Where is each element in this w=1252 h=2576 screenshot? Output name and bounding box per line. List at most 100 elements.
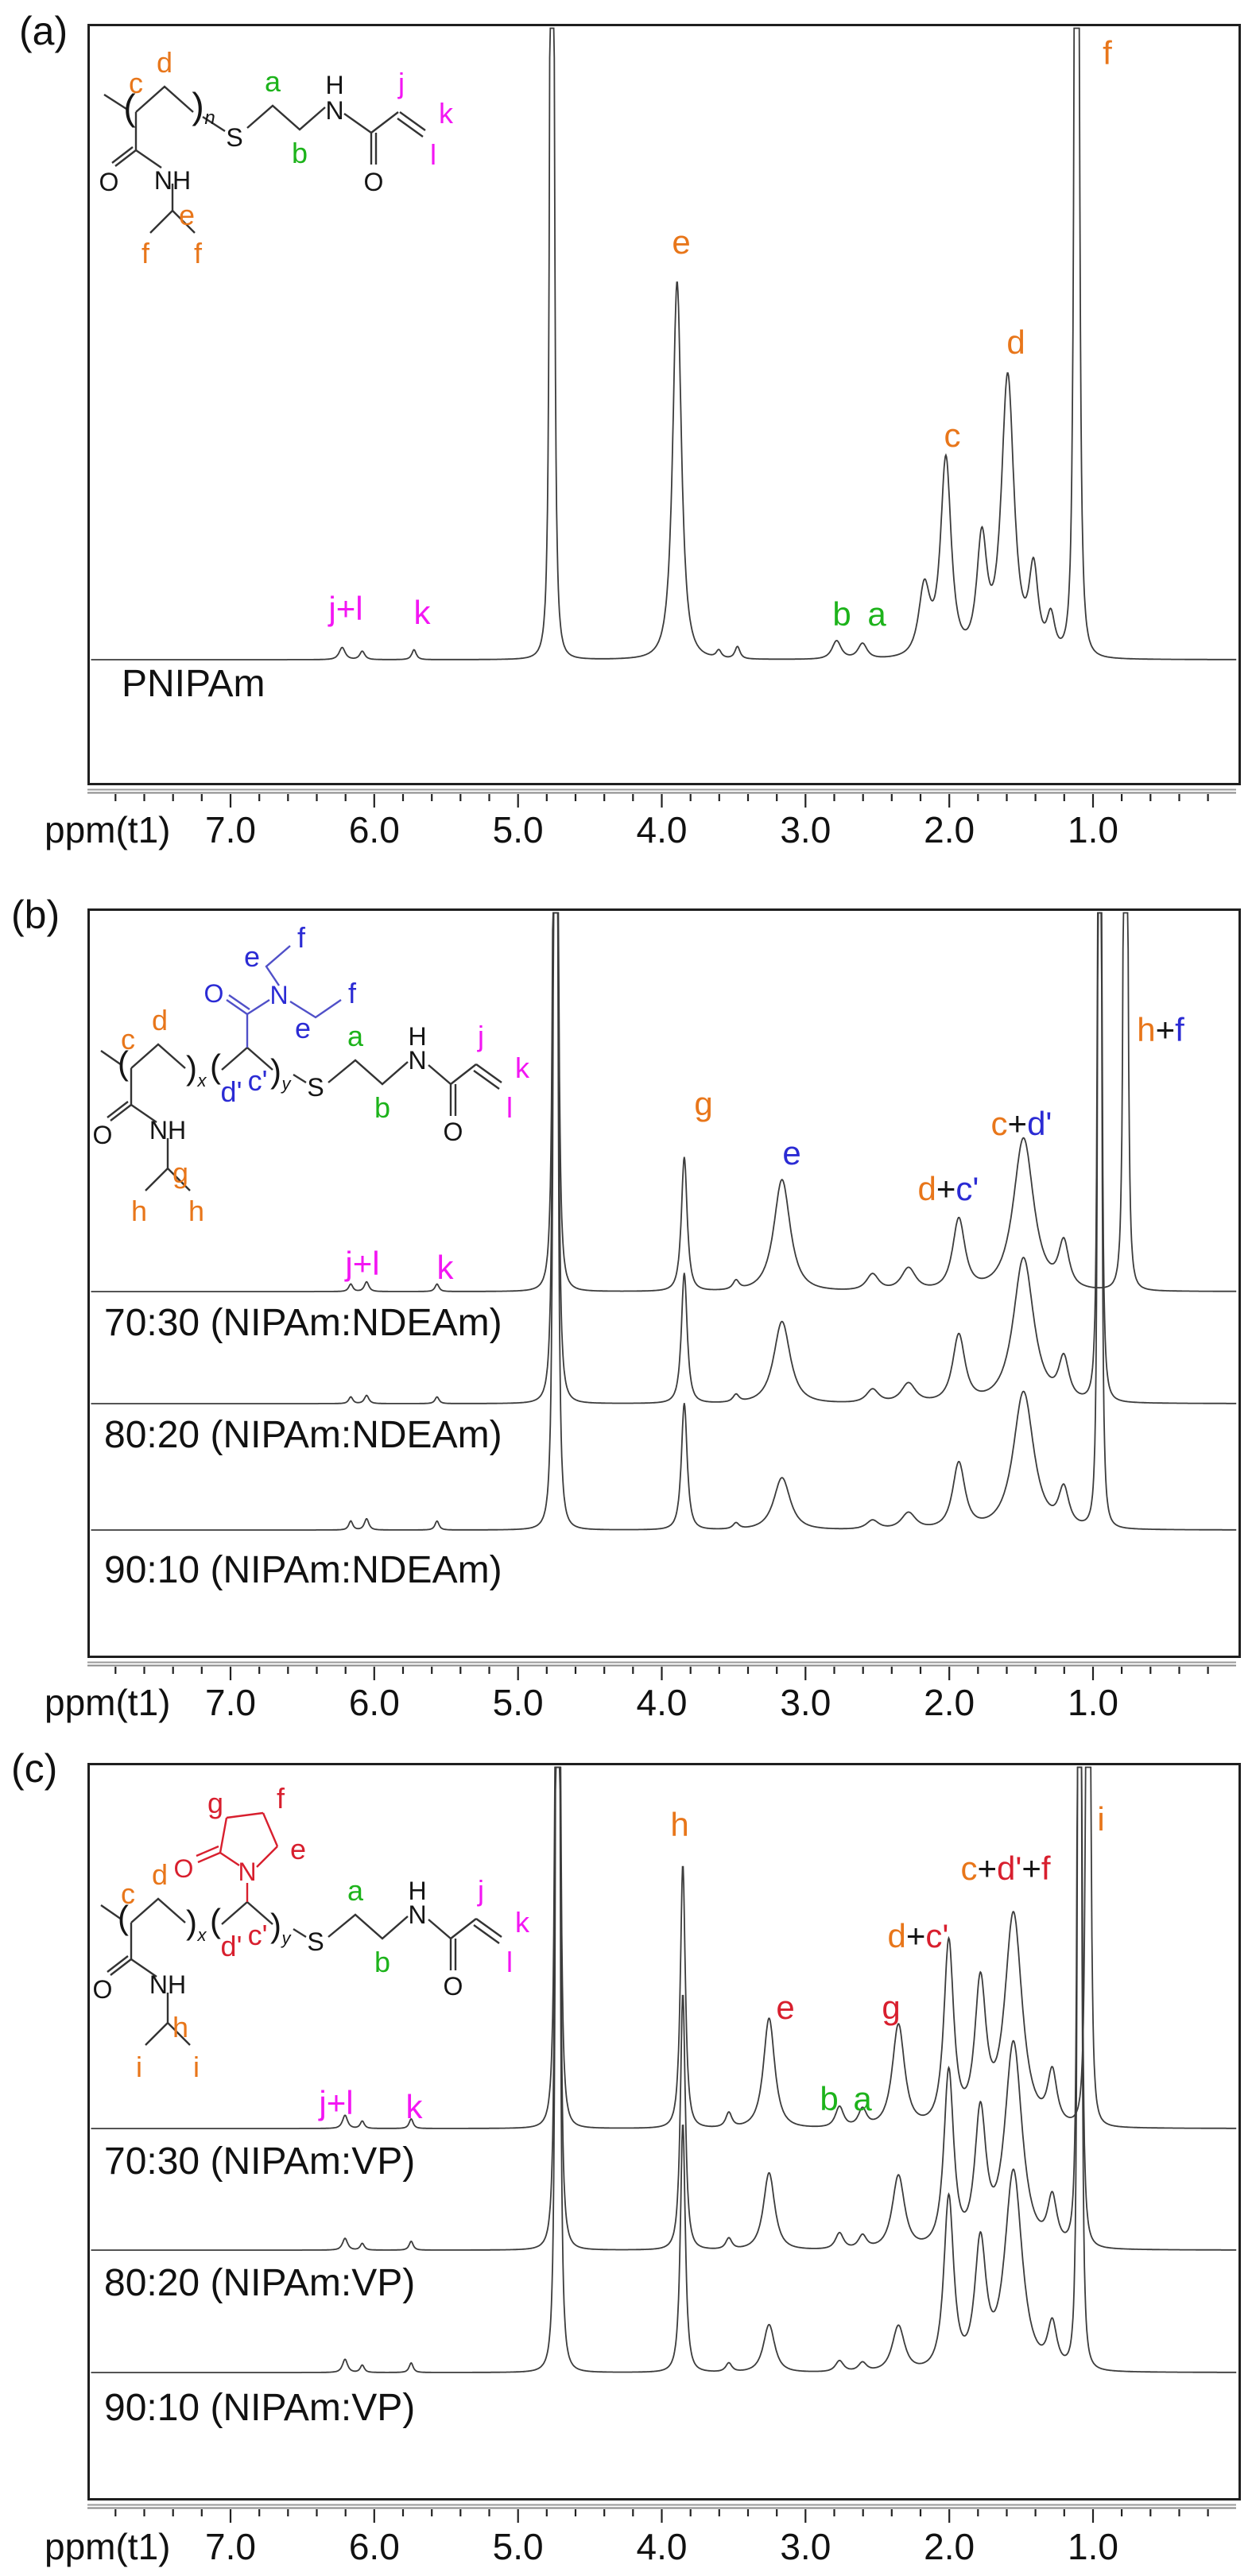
panel-tag-b: (b): [11, 893, 60, 937]
trace-labels-c: 70:30 (NIPAm:VP) 80:20 (NIPAm:VP) 90:10 (N…: [90, 1765, 1238, 2498]
label-e: e: [782, 1134, 801, 1172]
axis-tick-label-5.0: 5.0: [492, 809, 544, 850]
label-(: (: [118, 1899, 129, 1936]
axis-tick-label-3.0: 3.0: [780, 809, 831, 850]
label-k: k: [436, 1249, 454, 1286]
label-b: b: [820, 2080, 839, 2117]
label-c+d'+f: c+d'+f: [960, 1850, 1051, 1887]
label-a: a: [264, 65, 281, 98]
label-S: S: [226, 123, 243, 152]
peak-labels-a: j+l k e b a c d f: [90, 26, 1238, 783]
trace-labels-b: 70:30 (NIPAm:NDEAm) 80:20 (NIPAm:NDEAm) 90…: [90, 911, 1238, 1656]
trace-80-20-nipam-ndeam-: [91, 912, 1237, 1404]
label-c': c': [247, 1064, 268, 1097]
label-k: k: [515, 1052, 529, 1084]
label-70:30 (NIPAm:NDEAm): 70:30 (NIPAm:NDEAm): [104, 1302, 502, 1344]
label-): ): [270, 1052, 281, 1090]
axis-unit-label: ppm(t1): [45, 2526, 171, 2567]
label-j+l: j+l: [345, 1245, 380, 1282]
label-c: c: [121, 1877, 135, 1910]
trace-70-30-nipam-ndeam-: [91, 912, 1237, 1292]
trace-pnipam: [91, 27, 1237, 660]
axis-tick-label-2.0: 2.0: [924, 1682, 975, 1723]
label-PNIPAm: PNIPAm: [122, 663, 266, 705]
axis-tick-label-4.0: 4.0: [636, 809, 688, 850]
label-N: N: [269, 981, 289, 1009]
label-h: h: [188, 1195, 205, 1227]
label-g: g: [207, 1787, 224, 1819]
label-(: (: [123, 87, 136, 128]
trace-70-30-nipam-vp-: [91, 1766, 1237, 2129]
label-O: O: [203, 979, 224, 1008]
label-H: H: [325, 71, 344, 99]
trace-90-10-nipam-ndeam-: [91, 912, 1237, 1531]
label-h: h: [670, 1806, 689, 1843]
label-b: b: [291, 137, 308, 169]
label-i: i: [1097, 1800, 1105, 1838]
peak-labels-c: j+l k h e b a g d+c' c+d'+f i: [90, 1765, 1238, 2498]
label-h+f: h+f: [1137, 1011, 1184, 1048]
label-j+l: j+l: [319, 2084, 354, 2121]
axis-tick-label-7.0: 7.0: [205, 1682, 256, 1723]
label-d: d: [151, 1004, 169, 1036]
label-c': c': [247, 1919, 268, 1951]
nmr-spectrum-a: [91, 27, 1237, 660]
label-e: e: [776, 1989, 795, 2026]
label-b: b: [374, 1946, 391, 1978]
label-h: h: [130, 1195, 148, 1227]
ppm-axis-ruler-a: [87, 788, 1236, 812]
axis-tick-label-2.0: 2.0: [924, 809, 975, 850]
label-j: j: [478, 1874, 484, 1907]
label-g: g: [694, 1085, 713, 1122]
label-e: e: [178, 199, 196, 231]
label-S: S: [307, 1927, 324, 1956]
label-l: l: [430, 138, 436, 171]
label-f: f: [276, 1782, 285, 1815]
label-f: f: [297, 921, 306, 954]
label-h: h: [172, 2011, 189, 2043]
label-k: k: [515, 1906, 529, 1939]
ppm-ruler: [87, 2504, 1236, 2523]
ppm-axis-ruler-b: [87, 1661, 1236, 1685]
label-N: N: [408, 1900, 427, 1929]
label-f: f: [141, 237, 150, 269]
label-80:20 (NIPAm:VP): 80:20 (NIPAm:VP): [104, 2262, 416, 2304]
label-c: c: [129, 67, 143, 99]
label-j+l: j+l: [328, 590, 363, 627]
label-a: a: [347, 1874, 364, 1907]
label-a: a: [867, 595, 886, 633]
label-): ): [192, 85, 204, 126]
label-N: N: [408, 1046, 427, 1075]
label-80:20 (NIPAm:NDEAm): 80:20 (NIPAm:NDEAm): [104, 1414, 502, 1456]
label-NH: NH: [149, 1116, 187, 1145]
label-d+c': d+c': [917, 1170, 979, 1207]
ppm-ruler: [87, 1661, 1236, 1680]
label-y: y: [281, 1928, 291, 1948]
nipam-vp-structure-drawing: [100, 1811, 502, 2046]
label-(: (: [210, 1048, 221, 1085]
label-O: O: [443, 1118, 463, 1146]
axis-tick-label-5.0: 5.0: [492, 1682, 544, 1723]
axis-tick-label-6.0: 6.0: [348, 809, 400, 850]
label-d: d: [156, 46, 173, 79]
label-H: H: [408, 1022, 427, 1051]
label-70:30 (NIPAm:VP): 70:30 (NIPAm:VP): [104, 2140, 416, 2183]
label-e: e: [672, 223, 691, 261]
label-90:10 (NIPAm:NDEAm): 90:10 (NIPAm:NDEAm): [104, 1549, 502, 1591]
label-d': d': [220, 1075, 242, 1108]
axis-tick-label-3.0: 3.0: [780, 1682, 831, 1723]
label-O: O: [443, 1972, 463, 2001]
label-c: c: [121, 1023, 135, 1056]
ppm-axis-labels-b: ppm(t1) 7.0 6.0 5.0 4.0 3.0 2.0 1.0: [0, 1680, 1252, 1725]
nmr-spectrum-b: [91, 912, 1237, 1531]
nmr-spectrum-c: [91, 1766, 1237, 2373]
axis-tick-label-5.0: 5.0: [492, 2526, 544, 2567]
label-c: c: [944, 416, 961, 454]
label-O: O: [363, 168, 384, 196]
label-N: N: [238, 1857, 257, 1886]
